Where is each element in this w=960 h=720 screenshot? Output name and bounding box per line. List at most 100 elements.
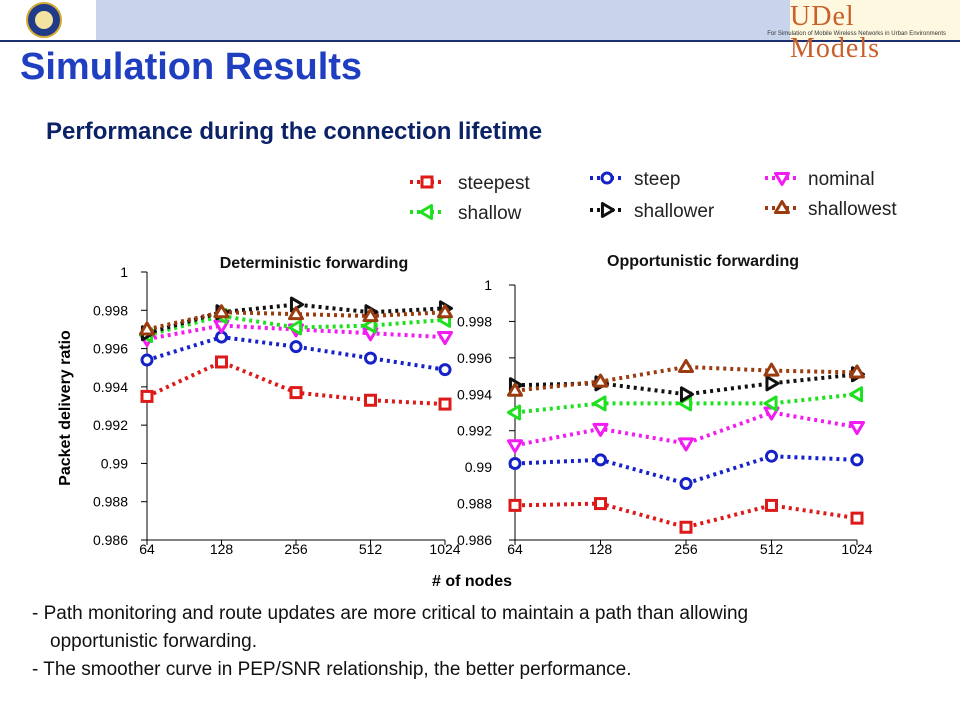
slide-subtitle: Performance during the connection lifeti… bbox=[46, 118, 543, 145]
legend-label-nominal: nominal bbox=[808, 169, 875, 190]
y-tick-label: 0.986 bbox=[93, 532, 128, 548]
udel-models-logo-text: UDel Models bbox=[790, 1, 880, 64]
y-tick-label: 0.998 bbox=[93, 302, 128, 318]
data-point-shallowest bbox=[139, 321, 155, 336]
legend-marker-shallow bbox=[419, 204, 434, 220]
data-point-nominal bbox=[592, 422, 609, 437]
slide-title: Simulation Results bbox=[20, 46, 363, 88]
x-axis-title: # of nodes bbox=[432, 573, 512, 590]
y-axis-title: Packet delivery ratio bbox=[57, 330, 74, 486]
data-point-steepest bbox=[508, 498, 522, 512]
data-point-shallowest bbox=[213, 304, 230, 319]
data-point-steepest bbox=[679, 520, 693, 534]
legend-marker-steepest bbox=[420, 175, 434, 189]
udel-models-logo: UDel Models For Simulation of Mobile Wir… bbox=[767, 0, 960, 64]
data-point-nominal bbox=[678, 437, 694, 452]
legend-marker-steep bbox=[600, 171, 614, 185]
series-line-nominal bbox=[146, 323, 446, 341]
data-point-shallowest bbox=[437, 304, 453, 319]
legend-label-shallow: shallow bbox=[458, 203, 522, 224]
y-tick-label: 0.986 bbox=[457, 532, 492, 548]
x-tick-label: 256 bbox=[284, 541, 308, 557]
data-point-shallow bbox=[507, 404, 522, 421]
data-point-steep bbox=[508, 457, 522, 470]
legend-marker-nominal bbox=[774, 171, 790, 186]
legend-label-steep: steep bbox=[634, 169, 680, 190]
data-point-shallow bbox=[592, 395, 607, 412]
legend-label-shallower: shallower bbox=[634, 201, 715, 222]
x-tick-label: 256 bbox=[674, 541, 698, 557]
y-tick-label: 0.998 bbox=[457, 313, 492, 329]
data-point-steep bbox=[438, 363, 452, 377]
data-point-steepest bbox=[289, 386, 303, 400]
x-tick-label: 128 bbox=[210, 541, 234, 557]
y-tick-label: 0.996 bbox=[457, 350, 492, 366]
bullet-item: opportunistic forwarding. bbox=[50, 631, 257, 652]
data-point-steepest bbox=[765, 498, 778, 512]
data-point-steep bbox=[850, 453, 864, 467]
y-tick-label: 0.994 bbox=[457, 386, 492, 402]
data-point-shallowest bbox=[288, 306, 304, 321]
data-point-steep bbox=[765, 449, 778, 463]
x-tick-label: 64 bbox=[507, 541, 523, 557]
bullet-item: - Path monitoring and route updates are … bbox=[32, 603, 749, 624]
data-point-steepest bbox=[594, 497, 607, 511]
series-line-nominal bbox=[514, 410, 858, 448]
data-point-shallower bbox=[765, 375, 780, 392]
data-point-nominal bbox=[437, 331, 453, 346]
data-point-steep bbox=[140, 353, 154, 367]
left-logo-area bbox=[0, 0, 96, 40]
university-seal-icon bbox=[26, 2, 62, 38]
data-point-steepest bbox=[850, 511, 864, 525]
data-point-shallower bbox=[679, 386, 694, 403]
data-point-steepest bbox=[140, 389, 154, 403]
series-line-shallow bbox=[514, 392, 858, 415]
data-point-shallowest bbox=[592, 373, 609, 388]
udel-models-logo-subtext: For Simulation of Mobile Wireless Networ… bbox=[767, 31, 946, 37]
panel-title-1: Opportunistic forwarding bbox=[607, 253, 799, 270]
x-tick-label: 1024 bbox=[429, 541, 460, 557]
y-tick-label: 0.99 bbox=[465, 459, 492, 475]
x-tick-label: 64 bbox=[139, 541, 155, 557]
data-point-shallowest bbox=[362, 308, 379, 323]
data-point-shallow bbox=[763, 395, 778, 412]
data-point-steepest bbox=[364, 393, 377, 407]
y-tick-label: 0.992 bbox=[457, 423, 492, 439]
data-point-shallowest bbox=[849, 364, 865, 379]
y-tick-label: 0.988 bbox=[93, 494, 128, 510]
data-point-shallowest bbox=[507, 382, 523, 397]
legend-label-steepest: steepest bbox=[458, 173, 531, 194]
series-line-steepest bbox=[514, 501, 858, 530]
data-point-steep bbox=[289, 340, 303, 354]
data-point-shallow bbox=[849, 386, 864, 403]
bullet-item: - The smoother curve in PEP/SNR relation… bbox=[32, 659, 632, 680]
data-point-shallow bbox=[362, 317, 377, 334]
y-tick-label: 0.988 bbox=[457, 496, 492, 512]
data-point-shallowest bbox=[678, 358, 694, 374]
y-tick-label: 0.992 bbox=[93, 417, 128, 433]
data-point-steep bbox=[679, 477, 693, 491]
chart-area: steepest steep nominal shallow shallower shal… bbox=[57, 169, 897, 590]
y-tick-label: 1 bbox=[484, 277, 492, 293]
y-tick-label: 0.994 bbox=[93, 379, 128, 395]
data-point-nominal bbox=[849, 421, 865, 436]
data-point-steep bbox=[594, 453, 607, 467]
y-tick-label: 0.996 bbox=[93, 341, 128, 357]
x-tick-label: 512 bbox=[359, 541, 383, 557]
legend-label-shallowest: shallowest bbox=[808, 199, 897, 220]
y-tick-label: 1 bbox=[120, 264, 128, 280]
data-point-steepest bbox=[438, 397, 452, 411]
series-line-shallowest bbox=[514, 364, 858, 393]
data-point-nominal bbox=[507, 439, 523, 454]
bullet-list: - Path monitoring and route updates are … bbox=[32, 600, 932, 684]
legend-marker-shallowest bbox=[774, 200, 790, 215]
legend-marker-shallower bbox=[600, 202, 615, 218]
x-tick-label: 128 bbox=[589, 541, 613, 557]
data-point-steepest bbox=[215, 355, 228, 369]
data-point-steep bbox=[364, 351, 377, 365]
x-tick-label: 1024 bbox=[841, 541, 872, 557]
header-bar: UDel Models For Simulation of Mobile Wir… bbox=[0, 0, 960, 64]
series-line-shallow bbox=[146, 314, 446, 338]
series-line-shallowest bbox=[146, 310, 446, 332]
data-point-shallow bbox=[288, 319, 303, 336]
